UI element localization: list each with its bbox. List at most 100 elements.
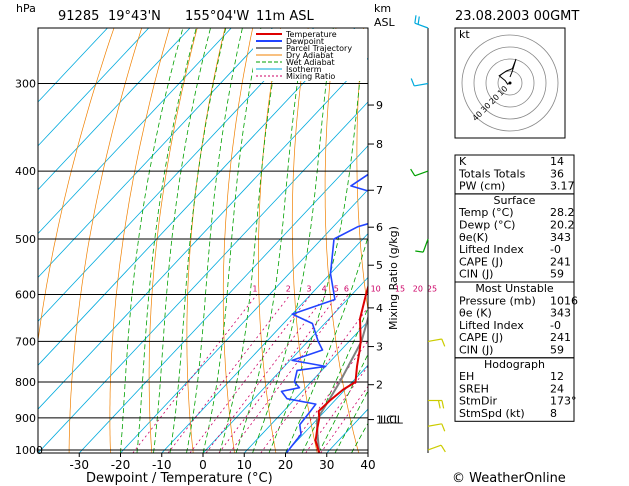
station-lat: 19°43'N [108,9,161,24]
profile-lines [280,173,368,453]
hodograph-title: Hodograph [484,358,545,371]
pressure-tick-label: 900 [15,412,36,425]
dry-adiabat-line [38,28,115,344]
lcl-label: LCL [380,414,401,427]
wet-adiabat-line [186,28,243,453]
isotherm-line [38,28,356,366]
surface-row-label: θe(K) [459,231,488,244]
hodograph-ring [461,34,559,132]
wind-barb-flag [441,400,445,409]
hpa-label: hPa [16,2,36,15]
isotherm-line [38,57,368,410]
surface-row-value: 20.2 [550,219,575,232]
pressure-tick-label: 300 [15,77,36,90]
legend-label: Dry Adiabat [286,51,333,60]
hodograph-ring [473,46,547,120]
mixing-ratio-label: 15 [395,284,405,293]
most-unstable-title: Most Unstable [475,282,554,295]
wind-barbs [410,15,446,453]
wet-adiabat-line [136,28,197,453]
hodograph-row-value: 173° [550,395,577,408]
indices-table: K 14 Totals Totals 36 PW (cm) 3.17 SurfaceTemp… [454,154,578,422]
dry-adiabat-line [222,28,254,453]
hodograph-ring [485,58,535,108]
hodograph-row-value: 12 [550,370,564,383]
hodograph-trace [498,58,517,85]
index-row-value: 36 [550,167,564,180]
dry-adiabat-line [148,28,198,453]
station-lon: 155°04'W [185,9,249,24]
surface-row-value: 241 [550,255,571,268]
pressure-tick-label: 400 [15,165,36,178]
hodograph-row-label: StmSpd (kt) [459,407,525,420]
legend-label: Wet Adiabat [286,58,335,67]
mu-row-value: 343 [550,307,571,320]
mixing-ratio-line [189,294,312,453]
pressure-tick-label: 700 [15,335,36,348]
index-row-value: 3.17 [550,180,575,193]
dry-adiabat-line [586,28,629,453]
temp-tick-label: 30 [319,458,334,472]
isotherm-line [38,28,191,191]
wet-adiabat-line [235,28,306,453]
wet-adiabat-line [153,28,211,453]
dry-adiabat-line [324,28,360,453]
temp-tick-label: 40 [360,458,375,472]
wind-barb-flag [441,338,446,347]
mixing-ratio-line [260,306,368,453]
mixing-ratio-line [320,385,368,453]
height-tick-label: 5 [376,259,383,272]
hodograph-origin [508,81,512,85]
mu-row-value: 59 [550,344,564,357]
mixing-ratio-label: 20 [413,284,423,293]
pressure-tick-label: 800 [15,376,36,389]
mu-row-value: 1016 [550,294,578,307]
isotherm-line [38,28,108,103]
wind-barb [427,338,442,342]
dry-adiabat-line [613,28,629,453]
legend-label: Mixing Ratio [286,72,335,81]
isotherm-line [78,145,368,453]
plot-frame [37,27,369,454]
dry-adiabat-line [109,28,170,453]
wind-barb-flag [414,15,417,24]
height-tick-label: 1LCL [376,414,404,427]
wind-barb-flag [415,250,424,253]
wind-barb-flag [440,444,446,453]
mu-row-label: Pressure (mb) [459,294,536,307]
mixing-ratio-line [286,340,368,453]
temp-tick-label: -30 [69,458,89,472]
index-row-label: Totals Totals [458,167,526,180]
hodograph-ring [497,70,523,96]
x-axis-title: Dewpoint / Temperature (°C) [86,471,273,486]
wind-barb [427,444,442,451]
mixing-ratio-line [218,294,339,453]
legend-label: Isotherm [286,65,322,74]
pressure-tick-label: 500 [15,233,36,246]
temp-tick-label: 0 [199,458,207,472]
surface-row-label: Lifted Index [459,243,524,256]
surface-row-label: Temp (°C) [458,206,514,219]
height-tick-label: 7 [376,184,383,197]
temp-tick-label: 20 [278,458,293,472]
mu-row-label: θe (K) [459,307,492,320]
station-id: 91285 [58,9,99,24]
wind-barb-flag [437,400,441,409]
pressure-tick-label: 600 [15,288,36,301]
mixing-ratio-line [205,294,327,453]
surface-row-label: Dewp (°C) [459,219,515,232]
legend-label: Dewpoint [286,37,324,46]
mu-row-label: CIN (J) [459,344,493,357]
temperature-profile [314,283,368,453]
legend-label: Temperature [285,30,337,39]
surface-row-value: 343 [550,231,571,244]
dry-adiabat-line [186,28,226,453]
asl-label: ASL [374,16,396,29]
axes: 300 400 500 600 700 800 900 1000 -30 -20 -10 0 10 20 3… [15,77,404,472]
mixing-ratio-line [229,294,349,453]
km-label: km [374,2,391,15]
dry-adiabat-line [68,28,143,453]
surface-row-value: 28.2 [550,206,575,219]
temp-tick-label: -10 [152,458,172,472]
